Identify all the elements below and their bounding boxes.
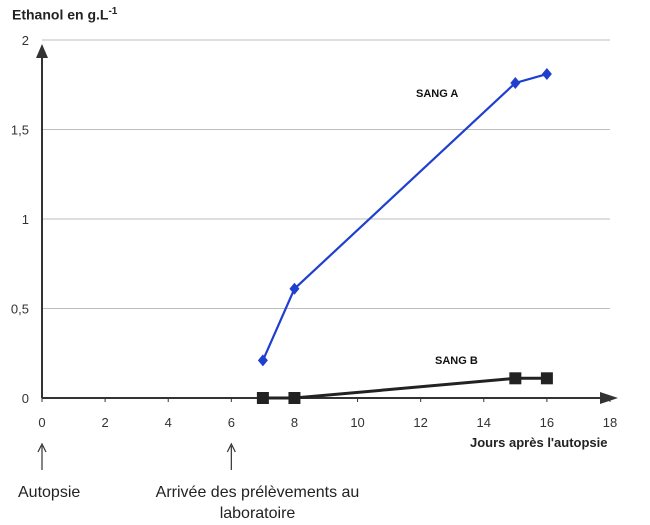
- y-tick-label: 1,5: [11, 123, 29, 138]
- x-tick-label: 18: [603, 415, 617, 430]
- data-point: [288, 392, 301, 404]
- data-point: [510, 76, 521, 89]
- x-axis-title: Jours après l'autopsie: [470, 435, 608, 450]
- x-tick-label: 16: [540, 415, 554, 430]
- annotation-arrivee: Arrivée des prélèvements au laboratoire: [155, 484, 360, 522]
- y-axis-title-exponent: -1: [108, 6, 118, 17]
- x-tick-label: 6: [228, 415, 235, 430]
- series-label-sang-a: SANG A: [416, 88, 459, 100]
- data-point: [256, 392, 269, 404]
- data-point: [509, 372, 522, 385]
- annotation-autopsie: Autopsie: [18, 484, 81, 501]
- y-tick-label: 2: [22, 33, 29, 48]
- x-tick-label: 2: [101, 415, 108, 430]
- series-label-sang-b: SANG B: [435, 355, 478, 367]
- data-point: [257, 354, 268, 367]
- y-axis-title-text: Ethanol en g.L: [12, 6, 109, 23]
- x-tick-label: 0: [38, 415, 45, 430]
- y-axis-arrowhead: [36, 44, 48, 58]
- data-point: [541, 68, 552, 81]
- data-point: [289, 282, 300, 295]
- x-tick-label: 4: [165, 415, 172, 430]
- data-point: [540, 372, 553, 385]
- series-line: [262, 376, 547, 400]
- series-line: [261, 72, 548, 361]
- y-tick-label: 0: [22, 391, 29, 406]
- y-tick-label: 0,5: [11, 302, 29, 317]
- x-axis-arrowhead: [600, 392, 618, 404]
- x-tick-label: 8: [291, 415, 298, 430]
- x-tick-label: 12: [413, 415, 427, 430]
- annotation-arrowhead: [226, 442, 236, 453]
- x-tick-label: 10: [350, 415, 364, 430]
- x-tick-label: 14: [477, 415, 491, 430]
- annotation-arrowhead: [37, 442, 47, 453]
- y-tick-label: 1: [22, 212, 29, 227]
- y-axis-title: Ethanol en g.L-1: [12, 6, 117, 23]
